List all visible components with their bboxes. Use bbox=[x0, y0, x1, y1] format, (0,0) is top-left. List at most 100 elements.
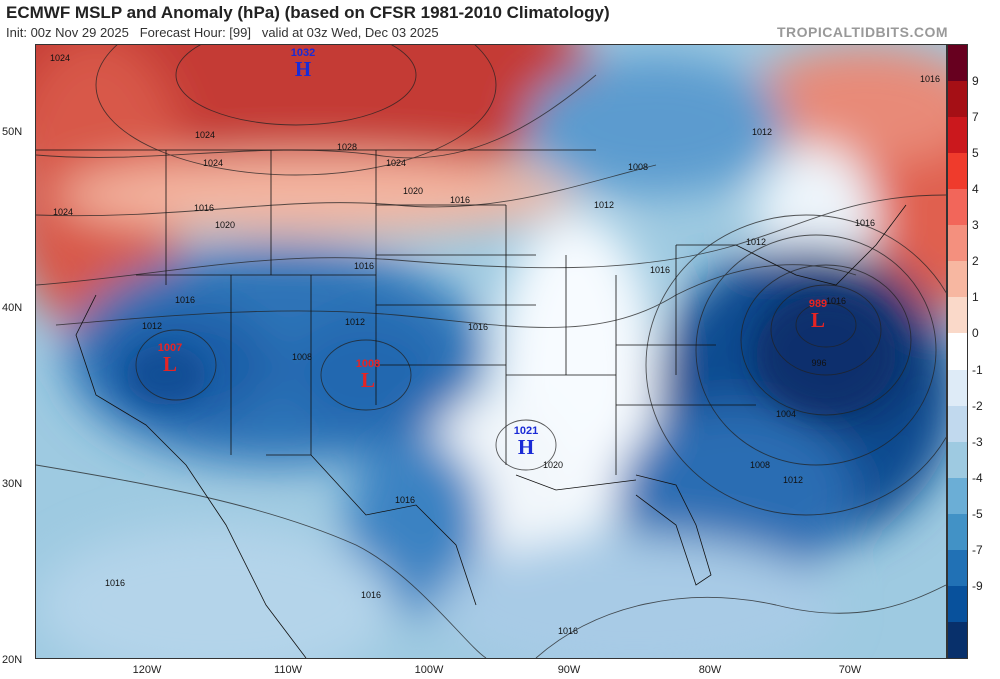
isobar-label: 1028 bbox=[336, 142, 358, 152]
site-brand: TROPICALTIDBITS.COM bbox=[776, 24, 948, 40]
lat-label: 20N bbox=[2, 654, 23, 666]
colorbar-label: 2 bbox=[972, 254, 979, 269]
map-title: ECMWF MSLP and Anomaly (hPa) (based on C… bbox=[6, 3, 610, 22]
isobar-label: 1024 bbox=[202, 158, 224, 168]
isobar-label: 1012 bbox=[782, 475, 804, 485]
colorbar-cell bbox=[948, 333, 967, 371]
colorbar-label: -1 bbox=[972, 362, 983, 377]
colorbar-cell bbox=[948, 81, 967, 118]
init-time: Init: 00z Nov 29 2025 bbox=[6, 25, 129, 40]
colorbar-cell bbox=[948, 477, 967, 515]
colorbar-cell bbox=[948, 585, 967, 623]
isobar-label: 1016 bbox=[104, 578, 126, 588]
high-pressure-center-gulf-coast: 1021 H bbox=[513, 425, 539, 459]
low-pressure-center-southwest: 1007 L bbox=[157, 342, 183, 376]
low-pressure-center-atlantic: 989 L bbox=[808, 298, 828, 332]
pressure-value: 1008 bbox=[355, 358, 381, 370]
colorbar-label: -4 bbox=[972, 470, 983, 485]
isobar-label: 1008 bbox=[627, 162, 649, 172]
valid-time: valid at 03z Wed, Dec 03 2025 bbox=[261, 25, 439, 40]
colorbar-cell bbox=[948, 117, 967, 154]
high-letter: H bbox=[517, 435, 535, 459]
isobar-label: 1016 bbox=[467, 322, 489, 332]
high-letter: H bbox=[294, 57, 312, 81]
isobar-label: 1012 bbox=[141, 321, 163, 331]
colorbar-label: -9 bbox=[972, 578, 983, 593]
isobar-label: 1012 bbox=[751, 127, 773, 137]
lon-label: 100W bbox=[414, 664, 444, 676]
isobar-lines bbox=[36, 45, 946, 658]
colorbar-label: 4 bbox=[972, 182, 979, 197]
colorbar-cell bbox=[948, 405, 967, 443]
high-pressure-center-pacific-nw: 1032 H bbox=[290, 47, 316, 81]
mslp-anomaly-map bbox=[35, 44, 947, 659]
lat-label: 30N bbox=[2, 478, 23, 490]
colorbar-cell bbox=[948, 441, 967, 479]
political-borders bbox=[36, 149, 907, 658]
low-letter: L bbox=[360, 368, 376, 392]
colorbar-cell bbox=[948, 189, 967, 226]
pressure-value: 989 bbox=[808, 298, 828, 310]
isobar-label: 1016 bbox=[174, 295, 196, 305]
colorbar-cell bbox=[948, 261, 967, 298]
isobar-label: 1016 bbox=[854, 218, 876, 228]
low-letter: L bbox=[162, 352, 178, 376]
colorbar-label: 7 bbox=[972, 110, 979, 125]
colorbar-label: -2 bbox=[972, 398, 983, 413]
colorbar-label: -5 bbox=[972, 506, 983, 521]
isobar-label: 996 bbox=[811, 358, 827, 368]
colorbar-cell bbox=[948, 549, 967, 587]
isobar-label: 1020 bbox=[542, 460, 564, 470]
isobar-label: 1016 bbox=[919, 74, 941, 84]
colorbar-cell bbox=[948, 45, 967, 82]
lon-label: 90W bbox=[557, 664, 581, 676]
isobar-label: 1016 bbox=[193, 203, 215, 213]
colorbar-label: 0 bbox=[972, 326, 979, 341]
colorbar-cell bbox=[948, 297, 967, 334]
colorbar-label: 3 bbox=[972, 218, 979, 233]
isobar-label: 1016 bbox=[394, 495, 416, 505]
isobar-label: 1024 bbox=[52, 207, 74, 217]
low-pressure-center-southern-plains: 1008 L bbox=[355, 358, 381, 392]
pressure-value: 1007 bbox=[157, 342, 183, 354]
colorbar-label: 5 bbox=[972, 146, 979, 161]
lon-label: 80W bbox=[698, 664, 722, 676]
isobar-label: 1016 bbox=[649, 265, 671, 275]
isobar-label: 1012 bbox=[593, 200, 615, 210]
map-subtitle: Init: 00z Nov 29 2025 Forecast Hour: [99… bbox=[6, 25, 439, 40]
isobar-label: 1020 bbox=[214, 220, 236, 230]
colorbar-label: -3 bbox=[972, 434, 983, 449]
isobar-label: 1016 bbox=[360, 590, 382, 600]
isobar-label: 1024 bbox=[385, 158, 407, 168]
anomaly-colorbar bbox=[947, 44, 968, 659]
isobar-label: 1008 bbox=[749, 460, 771, 470]
colorbar-label: 9 bbox=[972, 74, 979, 89]
isobar-label: 1012 bbox=[745, 237, 767, 247]
lon-label: 110W bbox=[274, 664, 302, 676]
pressure-value: 1032 bbox=[290, 47, 316, 59]
pressure-value: 1021 bbox=[513, 425, 539, 437]
isobar-label: 1024 bbox=[49, 53, 71, 63]
isobar-label: 1020 bbox=[402, 186, 424, 196]
isobar-label: 1016 bbox=[353, 261, 375, 271]
colorbar-cell bbox=[948, 225, 967, 262]
isobar-label: 1024 bbox=[194, 130, 216, 140]
colorbar-label: -7 bbox=[972, 542, 983, 557]
lon-label: 120W bbox=[132, 664, 162, 676]
isobar-label: 1008 bbox=[291, 352, 313, 362]
isobar-label: 1016 bbox=[557, 626, 579, 636]
isobar-label: 1016 bbox=[449, 195, 471, 205]
low-letter: L bbox=[810, 308, 826, 332]
colorbar-cell bbox=[948, 369, 967, 407]
colorbar-cell bbox=[948, 513, 967, 551]
lon-label: 70W bbox=[838, 664, 862, 676]
lat-label: 50N bbox=[2, 126, 23, 138]
isobar-label: 1016 bbox=[825, 296, 847, 306]
colorbar-label: 1 bbox=[972, 290, 979, 305]
lat-label: 40N bbox=[2, 302, 23, 314]
colorbar-cell bbox=[948, 621, 967, 659]
colorbar-cell bbox=[948, 153, 967, 190]
forecast-hour: Forecast Hour: [99] bbox=[139, 25, 251, 40]
isobar-label: 1012 bbox=[344, 317, 366, 327]
isobar-label: 1004 bbox=[775, 409, 797, 419]
